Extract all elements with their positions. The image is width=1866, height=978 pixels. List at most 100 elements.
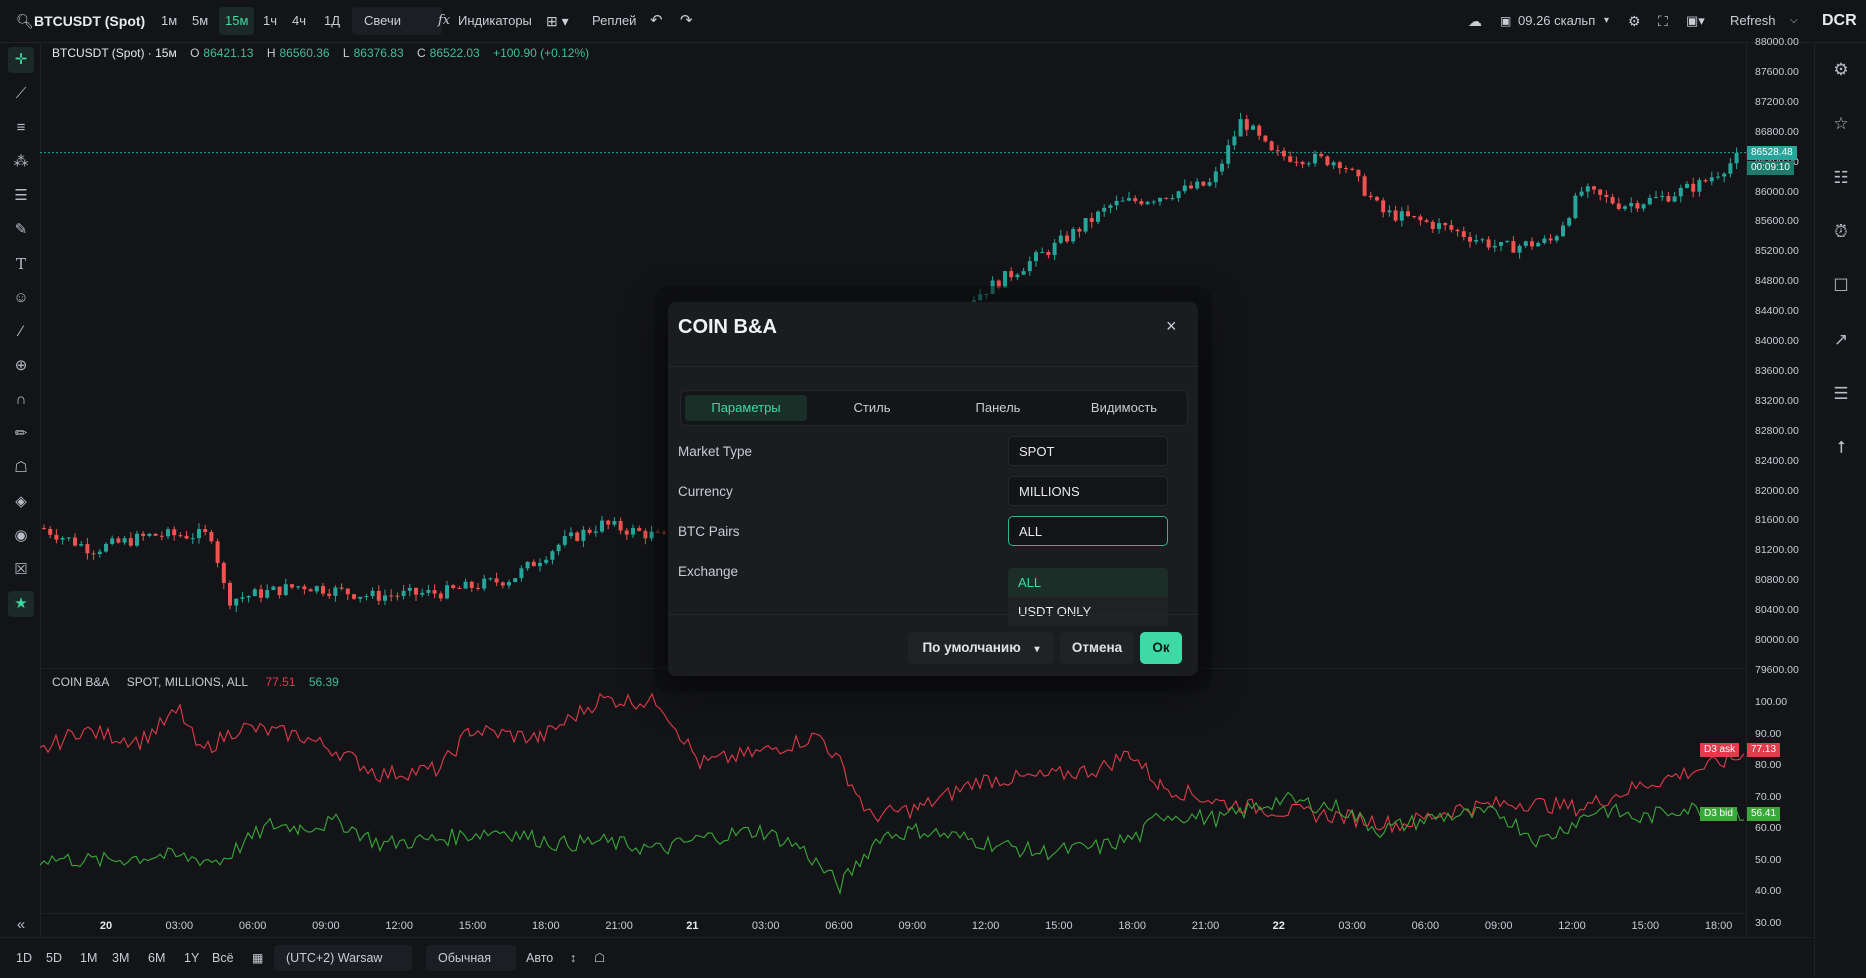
timezone-select[interactable]: (UTC+2) Warsaw: [274, 945, 412, 971]
range-1m[interactable]: 1M: [80, 951, 98, 965]
interval-1m[interactable]: 1м: [161, 13, 178, 28]
interval-15m[interactable]: 15м: [219, 7, 255, 35]
unlock-icon[interactable]: ☖: [594, 951, 606, 965]
interval-5m[interactable]: 5м: [192, 13, 209, 28]
chevron-down-icon[interactable]: ⌵: [1790, 15, 1798, 26]
alarm-icon[interactable]: ⏰︎: [1834, 222, 1848, 241]
favorites-star-icon[interactable]: ★: [8, 591, 34, 617]
btc-pairs-dropdown: ALL USDT ONLY: [1008, 568, 1168, 626]
range-6m[interactable]: 6M: [148, 951, 166, 965]
btc-pairs-select[interactable]: ALL: [1008, 516, 1168, 546]
price-axis[interactable]: 88000.0087600.0087200.0086800.0086400.00…: [1746, 36, 1815, 937]
trash-icon[interactable]: ☒: [14, 561, 28, 578]
option-all[interactable]: ALL: [1008, 568, 1168, 597]
symbol-name[interactable]: BTCUSDT (Spot): [34, 13, 146, 29]
replay-button[interactable]: Реплей: [592, 13, 637, 28]
interval-1d[interactable]: 1Д: [324, 13, 341, 28]
text-icon[interactable]: T: [15, 255, 26, 273]
crosshair-icon[interactable]: ✛: [8, 47, 34, 73]
candle-body: [1548, 238, 1553, 241]
legend-o-label: O: [190, 46, 200, 60]
candle-body: [1678, 187, 1683, 197]
tab-parameters[interactable]: Параметры: [685, 395, 807, 421]
horizontal-lines-icon[interactable]: ≡: [16, 119, 26, 136]
currency-select[interactable]: MILLIONS: [1008, 476, 1168, 506]
osc-tick: 50.00: [1755, 853, 1782, 866]
close-icon[interactable]: ×: [1166, 316, 1177, 336]
range-1y[interactable]: 1Y: [184, 951, 200, 965]
interval-1h[interactable]: 1ч: [263, 13, 278, 28]
magnet-icon[interactable]: ∩: [15, 391, 27, 408]
redo-icon[interactable]: ↷: [680, 12, 693, 29]
coin-ba-oscillator[interactable]: [40, 668, 1746, 914]
option-usdt-only[interactable]: USDT ONLY: [1018, 604, 1092, 619]
scale-mode-select[interactable]: Обычная: [426, 945, 516, 971]
emoji-icon[interactable]: ☺: [13, 289, 29, 306]
defaults-button[interactable]: По умолчанию ▾: [908, 632, 1054, 664]
market-type-select[interactable]: SPOT: [1008, 436, 1168, 466]
legend-low: 86376.83: [353, 46, 404, 60]
scalp-layout-select[interactable]: 09.26 скальп: [1518, 13, 1596, 28]
range-all[interactable]: Всё: [212, 951, 234, 965]
auto-scale-button[interactable]: Авто: [526, 951, 554, 965]
time-tick: 06:00: [1411, 920, 1440, 932]
brush-icon[interactable]: ✎: [14, 221, 28, 238]
candle-body: [1492, 245, 1497, 248]
layers-icon[interactable]: ◈: [15, 493, 27, 510]
ruler-icon[interactable]: ∕: [19, 323, 23, 340]
chart-line-icon[interactable]: ↗: [1833, 330, 1849, 349]
range-5d[interactable]: 5D: [46, 951, 62, 965]
cloud-icon[interactable]: ☁: [1468, 13, 1482, 29]
pencil-lock-icon[interactable]: ✏: [14, 425, 28, 442]
zoom-icon[interactable]: ⊕: [14, 357, 28, 374]
star-icon[interactable]: ☆: [1833, 114, 1849, 133]
candle-body: [1691, 183, 1696, 192]
candle-body: [643, 530, 648, 539]
tab-style[interactable]: Стиль: [853, 400, 891, 415]
layout-grid-icon[interactable]: ⊞ ▾: [546, 13, 569, 29]
refresh-button[interactable]: Refresh: [1730, 13, 1776, 28]
chevron-down-icon[interactable]: ▾: [1604, 15, 1610, 26]
tab-panel[interactable]: Панель: [975, 400, 1021, 415]
candle-body: [1244, 119, 1249, 130]
eye-icon[interactable]: ◉: [14, 527, 28, 544]
candle-body: [438, 593, 443, 599]
chart-type-select[interactable]: Свечи: [352, 7, 442, 35]
undo-icon[interactable]: ↶: [650, 12, 663, 29]
share-icon[interactable]: ⭡: [1837, 438, 1845, 457]
document-icon[interactable]: ☷: [1833, 168, 1849, 187]
fullscreen-icon[interactable]: ⛶: [1658, 13, 1668, 29]
settings-icon[interactable]: ⚙: [1833, 60, 1849, 79]
gear-icon[interactable]: ⚙: [1628, 13, 1641, 29]
calendar-icon[interactable]: ▦: [252, 951, 264, 965]
candle-body: [1579, 191, 1584, 196]
interval-4h[interactable]: 4ч: [292, 13, 307, 28]
indicators-button[interactable]: Индикаторы: [458, 13, 532, 28]
tab-visibility[interactable]: Видимость: [1090, 400, 1158, 415]
legend-open: 86421.13: [203, 46, 254, 60]
range-3m[interactable]: 3M: [112, 951, 130, 965]
fib-icon[interactable]: ☰: [14, 187, 28, 204]
trend-line-icon[interactable]: ⟋: [15, 85, 27, 102]
candle-body: [1158, 197, 1162, 202]
chat-icon[interactable]: ☐: [1833, 276, 1849, 295]
time-tick: 12:00: [385, 920, 413, 932]
cancel-button[interactable]: Отмена: [1060, 632, 1134, 664]
candle-body: [159, 535, 164, 537]
candle-body: [556, 544, 561, 552]
range-1d[interactable]: 1D: [16, 951, 32, 965]
pattern-icon[interactable]: ⁂: [13, 153, 29, 170]
lock-icon[interactable]: ☖: [14, 459, 28, 476]
camera-icon[interactable]: ▣▾: [1686, 13, 1705, 28]
candle-body: [122, 538, 127, 543]
price-tick: 88000.00: [1755, 36, 1799, 48]
candle-body: [1647, 197, 1652, 205]
time-tick: 09:00: [1484, 920, 1513, 932]
search-icon[interactable]: 🔍︎: [16, 13, 34, 29]
scale-arrows-icon[interactable]: ↕: [570, 951, 577, 965]
collapse-icon[interactable]: «: [16, 916, 26, 933]
list-icon[interactable]: ☰: [1833, 384, 1849, 403]
time-axis[interactable]: 20 03:00 06:00 09:00 12:00 15:00 18:00 21:00 21 0…: [40, 913, 1746, 938]
candle-body: [569, 532, 573, 537]
ok-button[interactable]: Ок: [1140, 632, 1182, 664]
